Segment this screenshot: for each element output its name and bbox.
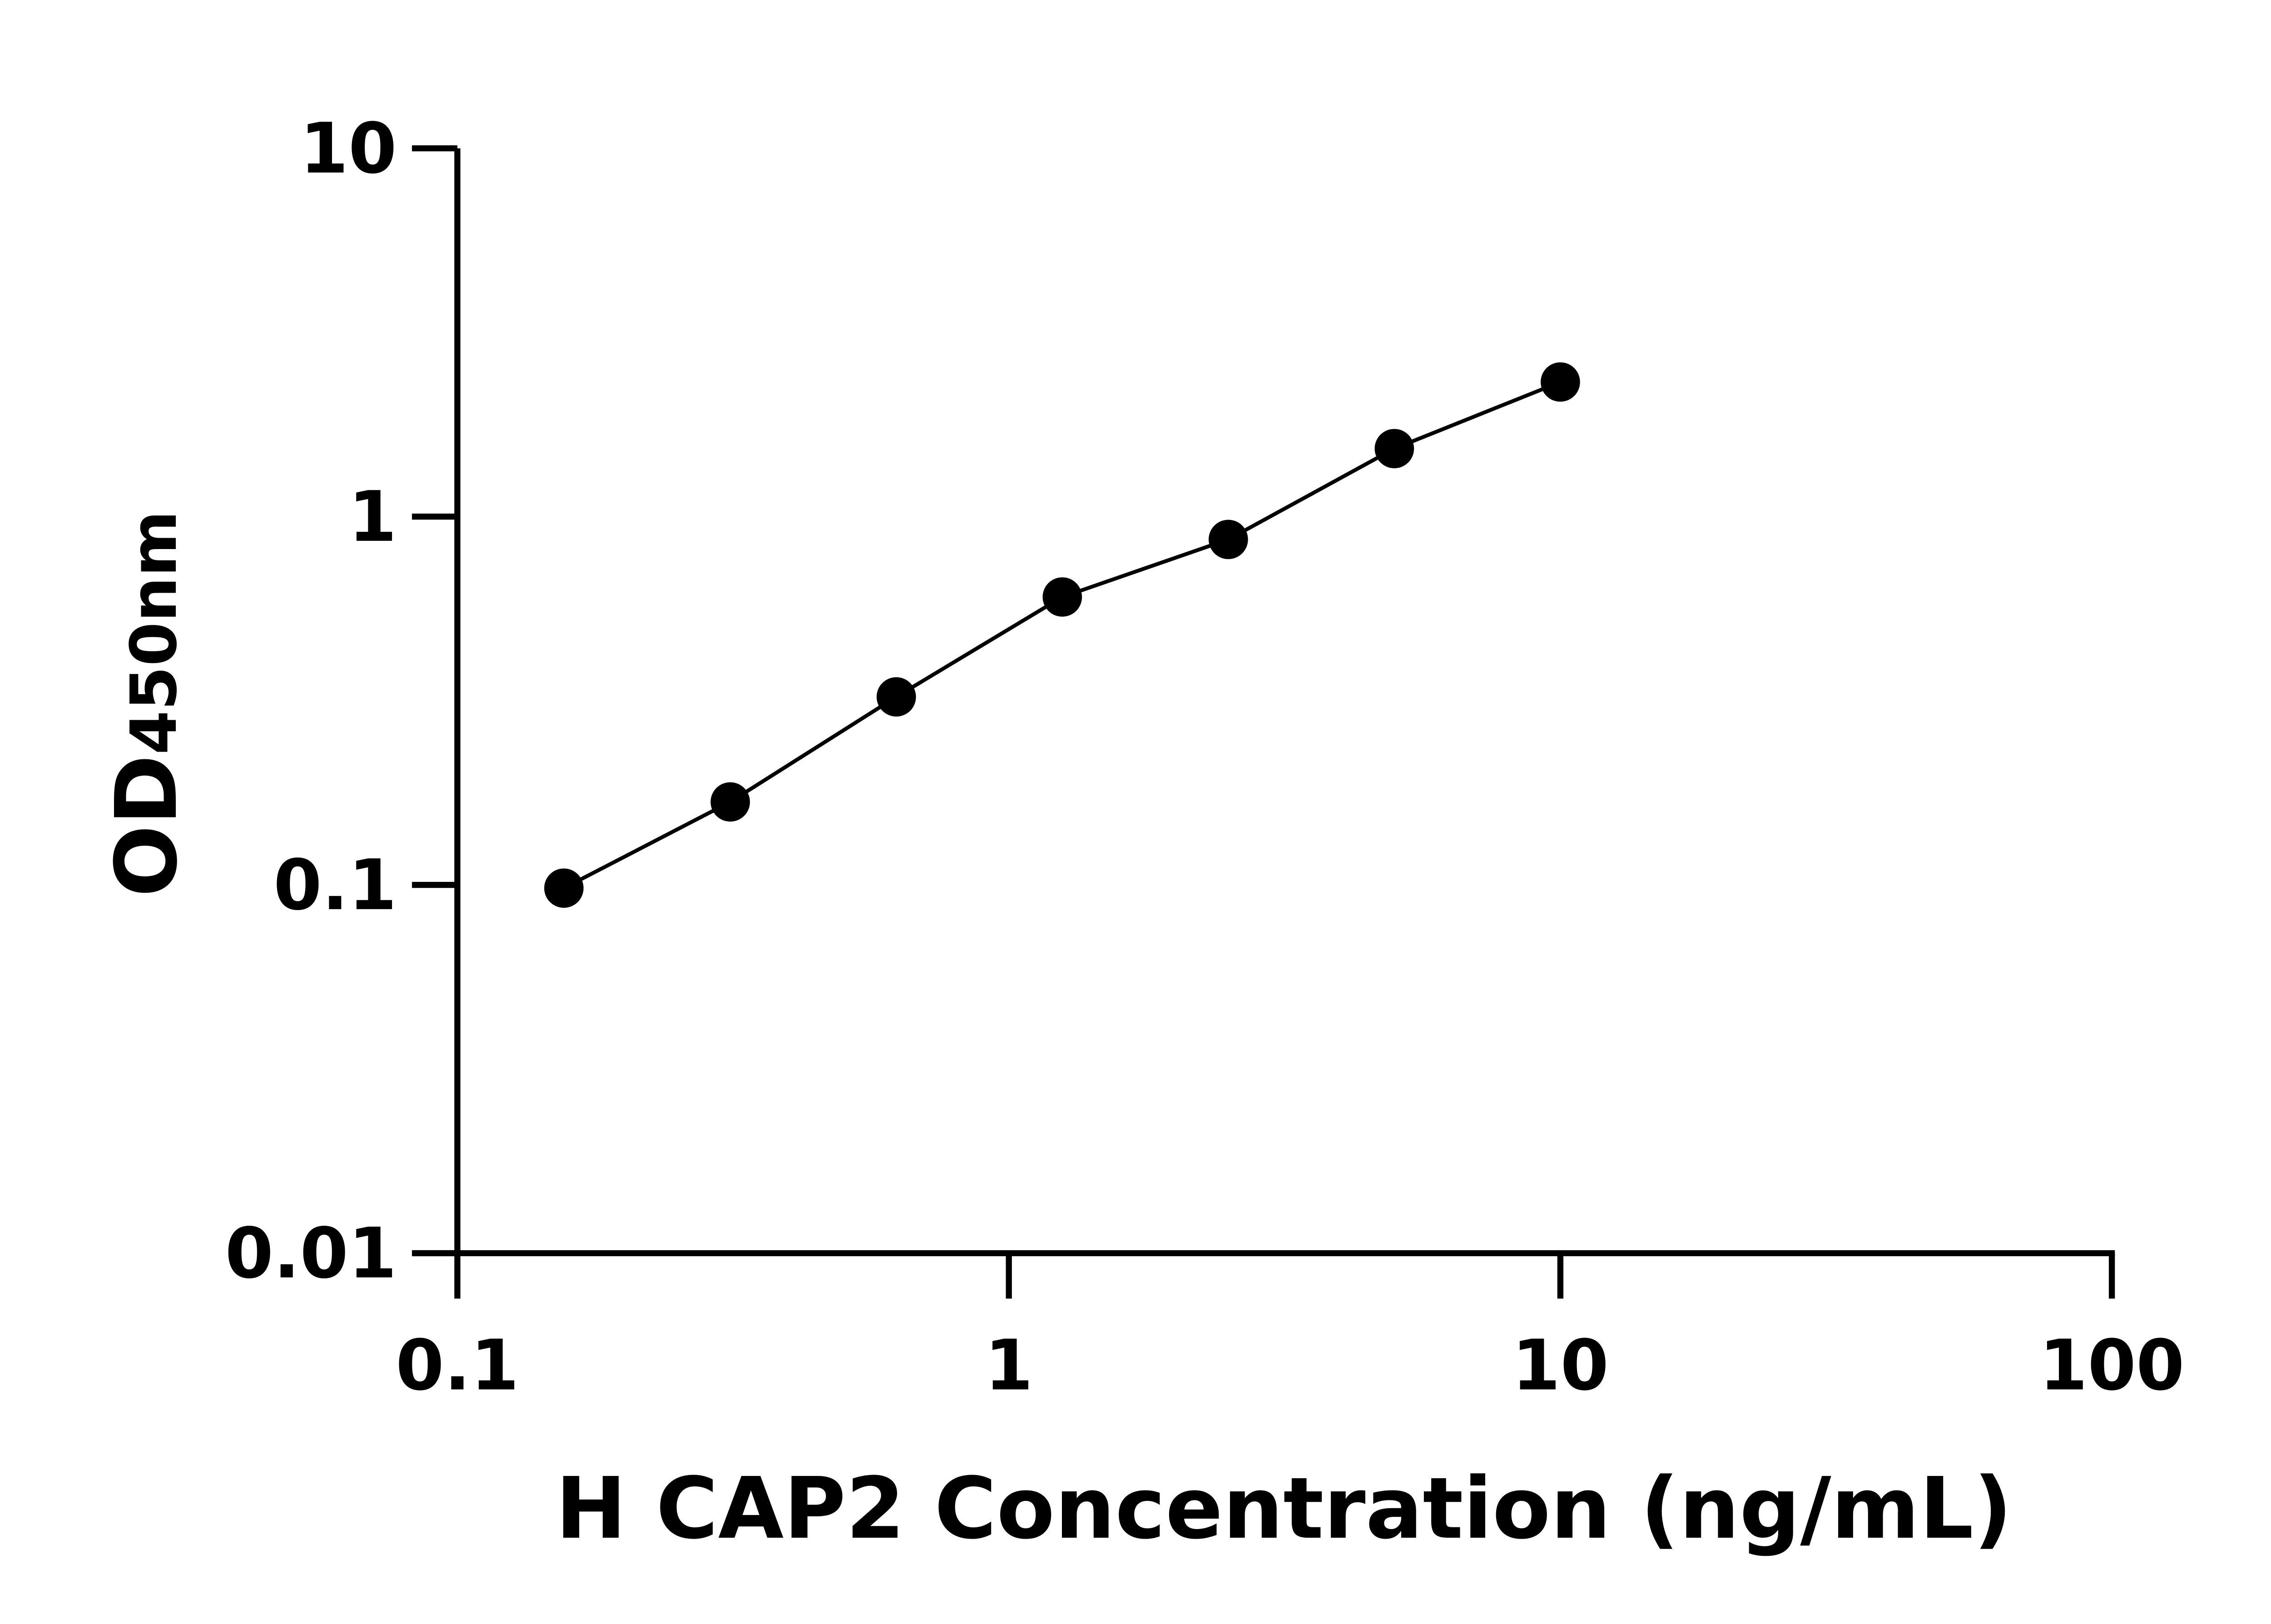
y-tick-label: 0.1 bbox=[273, 845, 397, 926]
data-point bbox=[877, 677, 916, 717]
y-tick-label: 1 bbox=[348, 477, 397, 558]
y-tick-label: 10 bbox=[300, 109, 397, 189]
data-point bbox=[710, 782, 750, 822]
x-tick-label: 0.1 bbox=[396, 1325, 519, 1406]
y-axis-label: OD450nm bbox=[98, 510, 196, 897]
x-tick-label: 10 bbox=[1512, 1325, 1609, 1406]
data-points bbox=[544, 362, 1580, 908]
svg-text:OD450nm: OD450nm bbox=[98, 510, 196, 897]
axes bbox=[412, 148, 2115, 1257]
data-point bbox=[1209, 520, 1248, 559]
x-ticks: 0.1 1 10 100 bbox=[396, 1253, 2185, 1406]
x-tick-label: 1 bbox=[985, 1325, 1033, 1406]
y-ticks: 0.01 0.1 1 10 bbox=[225, 109, 457, 1294]
data-point bbox=[544, 868, 584, 908]
y-axis-label-sub: 450nm bbox=[117, 510, 191, 755]
data-point bbox=[1541, 362, 1580, 402]
y-axis-label-main: OD bbox=[98, 755, 196, 897]
data-point bbox=[1042, 577, 1082, 617]
y-tick-label: 0.01 bbox=[225, 1213, 397, 1294]
x-tick-label: 100 bbox=[2039, 1325, 2185, 1406]
x-axis-label: H CAP2 Concentration (ng/mL) bbox=[555, 1460, 2012, 1558]
data-point bbox=[1374, 429, 1414, 469]
